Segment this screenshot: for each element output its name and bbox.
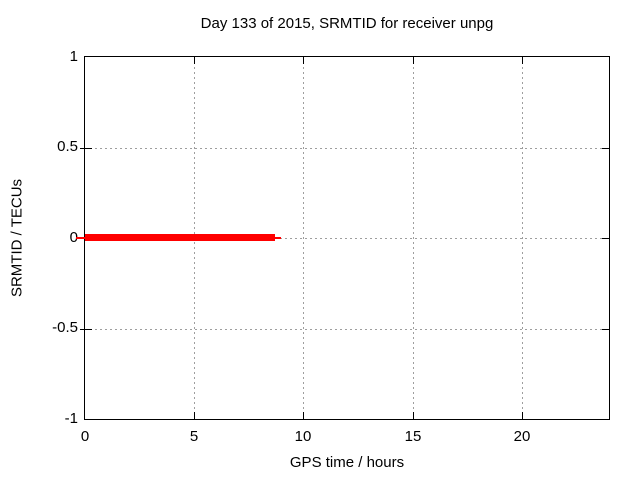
y-tick-label: 0 — [69, 229, 78, 246]
series-line-right-end — [274, 237, 281, 239]
x-tick-bottom — [413, 412, 414, 419]
y-gridline — [85, 329, 609, 330]
y-gridline — [85, 148, 609, 149]
plot-area — [76, 56, 610, 420]
series-line — [85, 234, 275, 241]
x-axis-label: GPS time / hours — [289, 454, 405, 471]
x-tick-top — [522, 57, 523, 64]
x-tick-label: 5 — [189, 428, 199, 445]
chart-title: Day 133 of 2015, SRMTID for receiver unp… — [200, 15, 494, 32]
x-tick-top — [413, 57, 414, 64]
y-tick-right — [602, 329, 609, 330]
y-gridline — [85, 238, 609, 239]
y-tick-left — [80, 329, 92, 330]
x-tick-bottom — [303, 412, 304, 419]
x-tick-label: 15 — [404, 428, 422, 445]
y-tick-label: 1 — [69, 48, 78, 65]
x-tick-top — [303, 57, 304, 64]
y-tick-left — [80, 148, 92, 149]
x-tick-label: 20 — [513, 428, 531, 445]
x-tick-label: 0 — [80, 428, 90, 445]
y-axis-label: SRMTID / TECUs — [8, 178, 26, 298]
y-tick-right — [602, 238, 609, 239]
y-tick-label: -0.5 — [52, 319, 78, 336]
y-tick-label: 0.5 — [57, 138, 78, 155]
x-tick-bottom — [522, 412, 523, 419]
x-tick-label: 10 — [294, 428, 312, 445]
series-line-left-end — [76, 237, 85, 239]
x-tick-bottom — [194, 412, 195, 419]
x-tick-top — [194, 57, 195, 64]
y-tick-label: -1 — [64, 410, 78, 427]
y-tick-right — [602, 148, 609, 149]
